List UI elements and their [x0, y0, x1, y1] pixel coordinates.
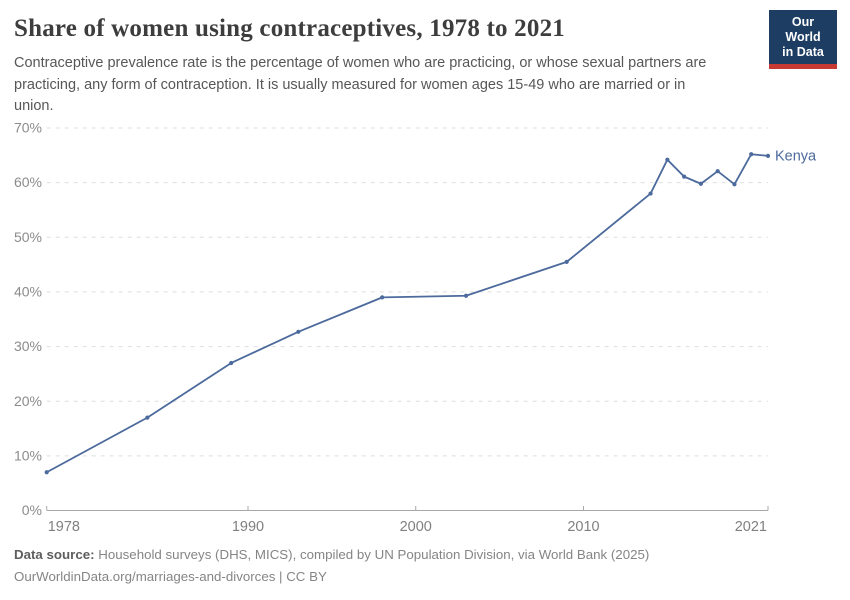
data-point[interactable] — [296, 329, 301, 334]
data-source-line: Data source: Household surveys (DHS, MIC… — [14, 544, 649, 566]
line-chart: 0% 10% 20% 30% 40% 50% 60% 70% 1978 1990 2000 2010 2… — [14, 120, 817, 535]
data-point[interactable] — [229, 360, 234, 366]
x-axis-label: 2021 — [735, 519, 767, 535]
owid-logo-red-bar — [769, 64, 837, 69]
license-link[interactable]: OurWorldinData.org/marriages-and-divorce… — [14, 569, 327, 584]
subtitle-line: Contraceptive prevalence rate is the per… — [14, 55, 707, 71]
owid-logo[interactable]: Our World in Data — [769, 10, 837, 69]
data-point[interactable] — [463, 293, 469, 298]
y-axis-label: 30% — [14, 338, 42, 354]
y-axis-label: 60% — [14, 174, 42, 190]
data-point[interactable] — [145, 415, 150, 420]
y-axis-label: 40% — [14, 284, 42, 300]
owid-logo-text: Our World in Data — [769, 10, 837, 64]
kenya-trend-line[interactable] — [45, 153, 769, 474]
x-axis-label: 1978 — [48, 519, 80, 535]
y-axis-label: 10% — [14, 447, 42, 463]
chart-subtitle: Contraceptive prevalence rate is the per… — [14, 53, 764, 118]
data-point[interactable] — [749, 152, 754, 157]
subtitle-line: practicing, any form of contraception. I… — [14, 76, 686, 93]
x-axis-label: 2010 — [567, 519, 599, 535]
data-point[interactable] — [765, 153, 771, 158]
data-point[interactable] — [715, 169, 720, 174]
subtitle-line: union. — [14, 98, 54, 115]
data-point[interactable] — [732, 182, 737, 187]
y-axis-label: 70% — [14, 120, 42, 136]
page-title: Share of women using contraceptives, 197… — [14, 15, 565, 42]
data-source-label: Data source: — [14, 547, 95, 562]
series-end-label[interactable]: Kenya — [775, 149, 817, 165]
y-axis-label: 50% — [14, 229, 42, 245]
data-point[interactable] — [665, 157, 670, 162]
y-axis-label: 20% — [14, 393, 42, 409]
x-axis-label: 1990 — [232, 519, 264, 535]
data-point[interactable] — [44, 470, 49, 475]
data-point[interactable] — [648, 191, 653, 196]
data-point[interactable] — [564, 259, 569, 264]
data-point[interactable] — [380, 295, 385, 300]
y-axis-label: 0% — [22, 502, 42, 518]
data-point[interactable] — [682, 174, 687, 179]
data-point[interactable] — [698, 181, 704, 186]
data-source-text: Household surveys (DHS, MICS), compiled … — [94, 547, 650, 562]
x-axis-label: 2000 — [400, 519, 432, 535]
chart-footer: Data source: Household surveys (DHS, MIC… — [14, 544, 649, 588]
